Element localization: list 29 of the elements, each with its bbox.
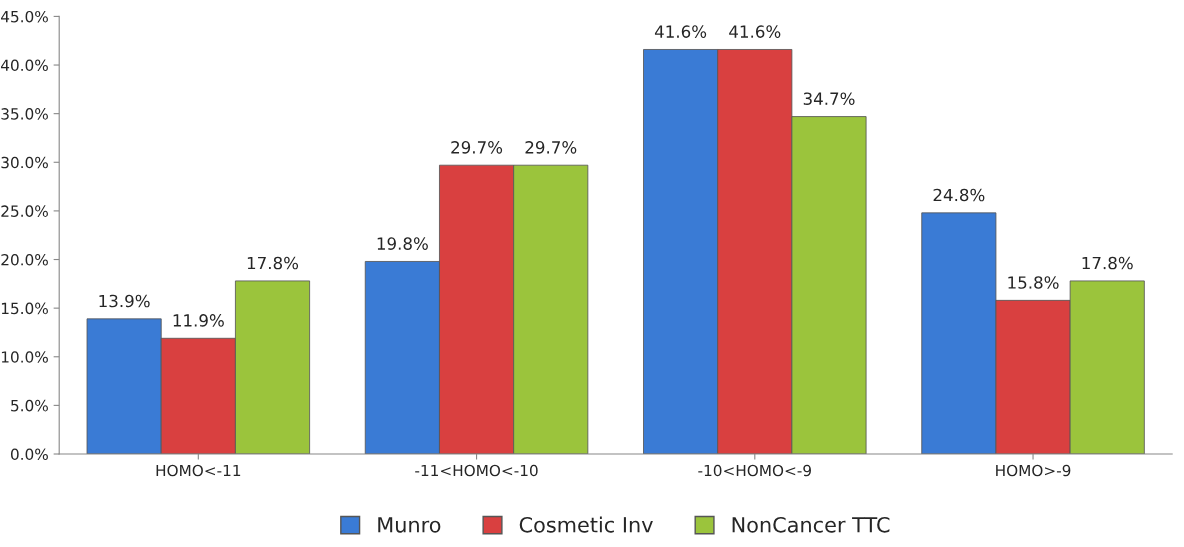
data-label: 41.6% — [654, 25, 707, 38]
data-label: 13.9% — [99, 294, 150, 308]
data-label: 17.8% — [1082, 256, 1133, 270]
x-tick-label: -10<HOMO<-9 — [698, 464, 811, 477]
data-label: 29.7% — [525, 141, 577, 154]
y-tick-label: 35.0% — [1, 108, 48, 120]
x-tick-label: HOMO<-11 — [156, 464, 241, 477]
data-label: 15.8% — [1008, 276, 1059, 289]
legend-label: Munro — [378, 517, 441, 533]
y-tick-label: 0.0% — [10, 448, 48, 461]
y-tick-label: 5.0% — [11, 399, 48, 412]
y-tick-label: 40.0% — [1, 59, 48, 72]
y-tick-label: 20.0% — [1, 253, 48, 266]
data-label: 19.8% — [377, 237, 428, 250]
y-tick-label: 10.0% — [1, 351, 48, 363]
y-tick-label: 30.0% — [1, 156, 48, 169]
data-label: 29.7% — [451, 141, 503, 154]
data-label: 17.8% — [247, 256, 299, 270]
y-tick-label: 45.0% — [1, 10, 48, 23]
x-tick-label: HOMO>-9 — [996, 464, 1071, 477]
y-tick-label: 15.0% — [1, 302, 48, 315]
legend-label: NonCancer TTC — [732, 516, 890, 533]
data-label: 41.6% — [729, 25, 781, 38]
legend-label: Cosmetic Inv — [519, 516, 653, 533]
data-label: 24.8% — [933, 188, 985, 202]
data-label: 11.9% — [173, 314, 224, 327]
y-tick-label: 25.0% — [1, 205, 48, 217]
data-label: 34.7% — [803, 92, 855, 106]
x-tick-label: -11<HOMO<-10 — [415, 464, 538, 477]
